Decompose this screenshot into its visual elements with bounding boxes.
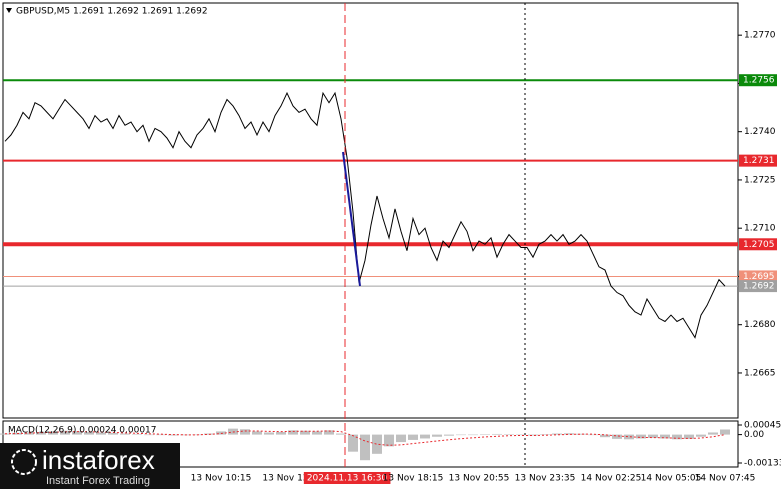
y-tick-label: 1.2680 bbox=[744, 320, 776, 330]
macd-bar bbox=[240, 429, 250, 435]
macd-bar bbox=[528, 434, 538, 436]
macd-bar bbox=[672, 434, 682, 440]
price-line bbox=[4, 91, 726, 339]
chart-title: GBPUSD,M5 1.2691 1.2692 1.2691 1.2692 bbox=[16, 7, 208, 17]
macd-bar bbox=[684, 434, 694, 439]
macd-bar bbox=[540, 434, 550, 435]
macd-bar bbox=[660, 434, 670, 439]
macd-bar bbox=[600, 434, 610, 438]
watermark-logo bbox=[11, 449, 37, 475]
x-tick-label: 14 Nov 07:45 bbox=[695, 474, 756, 484]
menu-arrow bbox=[6, 8, 12, 13]
macd-bar bbox=[492, 433, 502, 435]
macd-bar bbox=[0, 433, 10, 435]
macd-y-tick-label: -0.00133 bbox=[744, 459, 781, 469]
macd-bar bbox=[576, 433, 586, 435]
macd-bar bbox=[516, 434, 526, 436]
macd-bar bbox=[12, 432, 22, 435]
macd-bar bbox=[420, 434, 430, 439]
macd-bar bbox=[648, 434, 658, 438]
macd-bar bbox=[696, 434, 706, 437]
macd-title: MACD(12,26,9) 0.00024 0.00017 bbox=[8, 426, 157, 436]
macd-bar bbox=[708, 432, 718, 435]
macd-bar bbox=[324, 430, 334, 435]
macd-bar bbox=[120, 433, 130, 435]
macd-bar bbox=[396, 434, 406, 443]
level-label-box bbox=[739, 74, 777, 87]
macd-bar bbox=[96, 432, 106, 435]
y-tick-label: 1.2665 bbox=[744, 368, 776, 378]
macd-bar bbox=[108, 432, 118, 435]
macd-bar bbox=[564, 433, 574, 435]
macd-bar bbox=[252, 431, 262, 435]
macd-bar bbox=[216, 431, 226, 435]
macd-bar bbox=[288, 430, 298, 435]
price-panel bbox=[2, 2, 739, 419]
macd-bar bbox=[84, 432, 94, 435]
macd-bar bbox=[24, 432, 34, 435]
y-tick-label: 1.2725 bbox=[744, 175, 776, 185]
macd-bar bbox=[408, 434, 418, 440]
macd-bar bbox=[468, 434, 478, 436]
macd-bar bbox=[36, 432, 46, 435]
macd-bar bbox=[60, 430, 70, 435]
macd-bar bbox=[372, 434, 382, 454]
macd-bar bbox=[348, 434, 358, 452]
macd-bar bbox=[384, 434, 394, 447]
macd-bar bbox=[720, 429, 730, 435]
macd-bar bbox=[312, 431, 322, 435]
y-tick-label: 1.2710 bbox=[744, 224, 776, 234]
macd-bar bbox=[480, 434, 490, 435]
macd-bar bbox=[612, 434, 622, 439]
x-tick-label: 13 Nov 23:35 bbox=[515, 474, 576, 484]
x-tick-label: 13 Nov 20:55 bbox=[449, 474, 510, 484]
macd-bar bbox=[360, 434, 370, 461]
macd-bar bbox=[132, 434, 142, 435]
watermark: instaforex Instant Forex Trading bbox=[0, 443, 180, 489]
macd-bar bbox=[504, 434, 514, 435]
y-tick-label: 1.2770 bbox=[744, 31, 776, 41]
macd-bar bbox=[432, 434, 442, 437]
macd-bar bbox=[276, 432, 286, 435]
trend-line bbox=[342, 151, 361, 287]
macd-bar bbox=[72, 431, 82, 435]
macd-signal bbox=[4, 430, 726, 446]
level-label-box bbox=[739, 270, 777, 283]
macd-bar bbox=[300, 430, 310, 435]
macd-bar bbox=[48, 431, 58, 435]
macd-bar bbox=[636, 434, 646, 439]
level-label-box bbox=[739, 154, 777, 167]
level-label: 1.2731 bbox=[743, 156, 775, 166]
watermark-tagline: Instant Forex Trading bbox=[46, 475, 150, 487]
level-label: 1.2705 bbox=[743, 240, 775, 250]
x-tick-label: 13 Nov 18:15 bbox=[383, 474, 444, 484]
level-label-box bbox=[739, 238, 777, 251]
macd-bar bbox=[156, 434, 166, 436]
level-label: 1.2756 bbox=[743, 76, 775, 86]
event-label-box bbox=[303, 472, 391, 484]
y-tick-label: 1.2740 bbox=[744, 127, 776, 137]
macd-bar bbox=[456, 434, 466, 436]
macd-y-tick-label: 0.00045 bbox=[744, 421, 781, 431]
macd-bar bbox=[624, 434, 634, 440]
x-tick-label: 14 Nov 02:25 bbox=[581, 474, 642, 484]
level-label-box bbox=[739, 280, 777, 293]
macd-bar bbox=[552, 433, 562, 435]
level-label: 1.2695 bbox=[743, 272, 775, 282]
macd-bar bbox=[144, 434, 154, 436]
macd-bar bbox=[444, 434, 454, 436]
x-tick-label: 2024.11.13 16:30 bbox=[307, 474, 388, 484]
macd-y-tick-label: 0.00 bbox=[744, 430, 764, 440]
x-tick-label: 13 Nov 12: bbox=[262, 474, 311, 484]
x-tick-label: 14 Nov 05:05 bbox=[641, 474, 702, 484]
level-label: 1.2692 bbox=[743, 282, 775, 292]
macd-bar bbox=[588, 434, 598, 436]
watermark-brand: instaforex bbox=[42, 445, 155, 475]
macd-bar bbox=[264, 432, 274, 435]
macd-bar bbox=[336, 433, 346, 435]
x-tick-label: 13 Nov 10:15 bbox=[191, 474, 252, 484]
